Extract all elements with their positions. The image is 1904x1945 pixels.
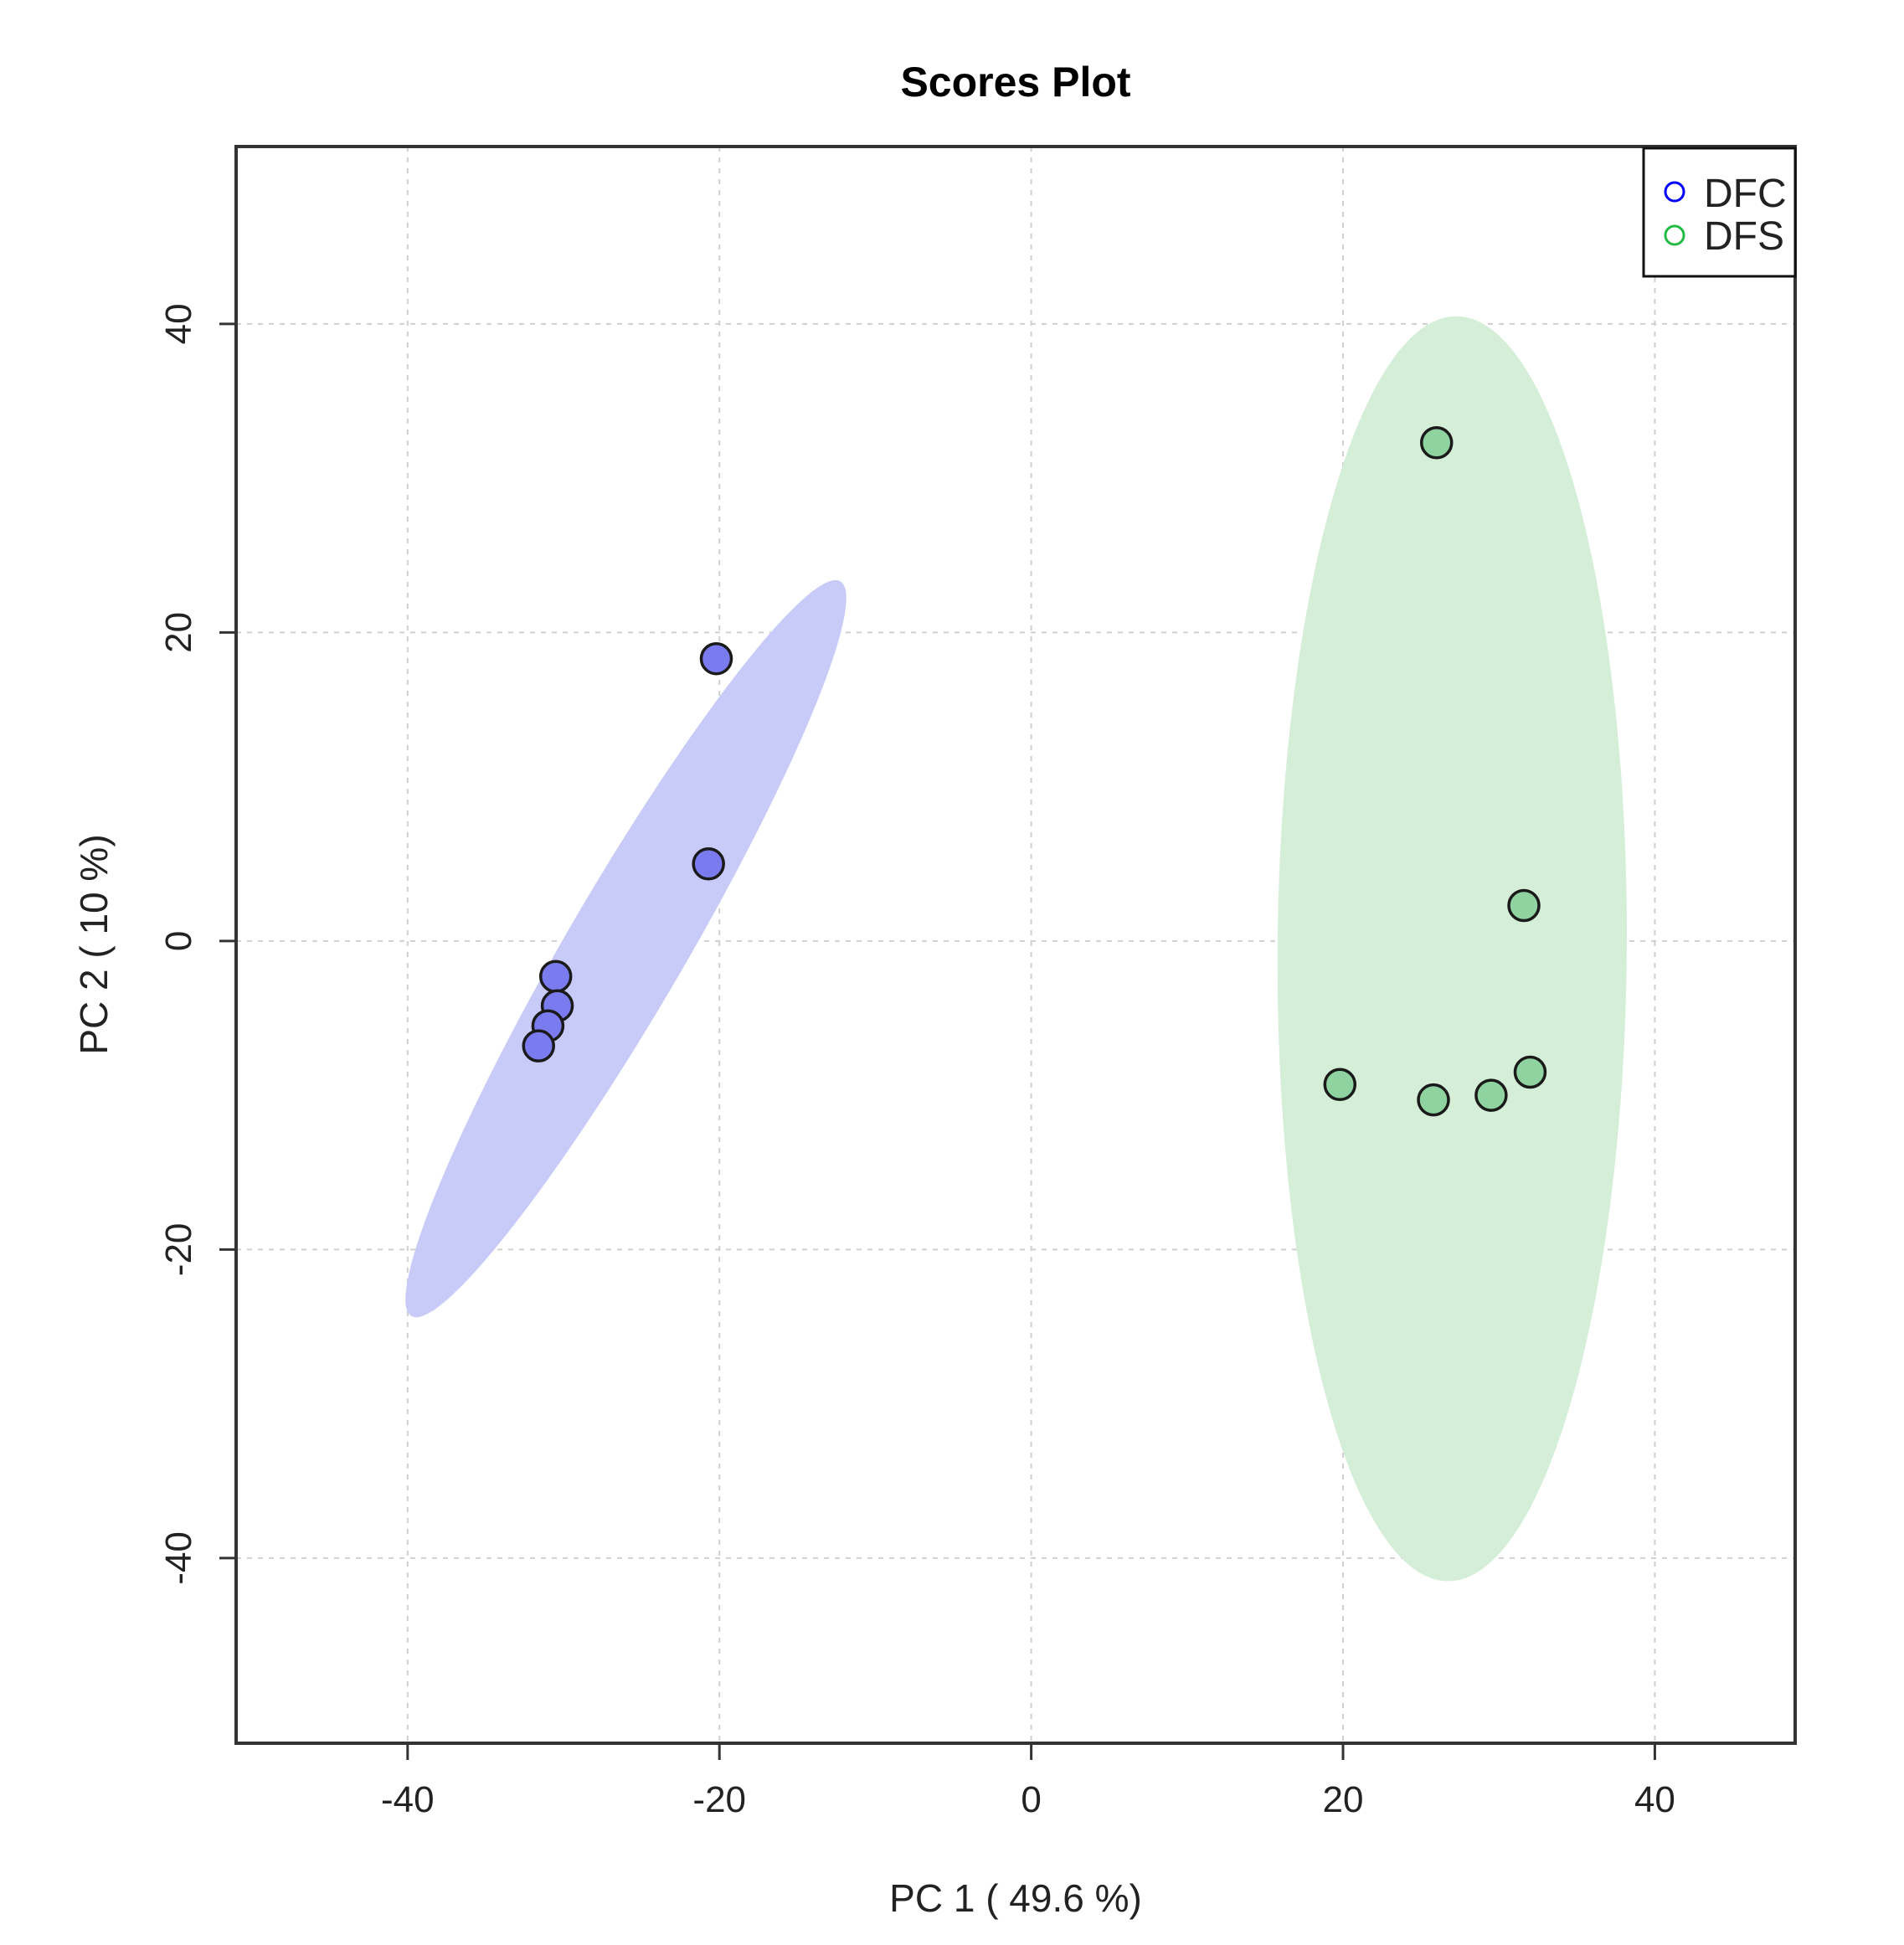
ellipse-dfs — [1277, 316, 1627, 1582]
chart-title: Scores Plot — [900, 59, 1130, 105]
point-dfs — [1513, 1055, 1547, 1089]
point-dfc — [699, 641, 733, 676]
ellipse-dfc — [405, 579, 847, 1318]
point-dfs — [1323, 1068, 1357, 1101]
point-dfc — [522, 1029, 555, 1063]
y-tick-label: 0 — [158, 931, 199, 951]
x-tick-label: -40 — [381, 1779, 435, 1820]
x-axis-label: PC 1 ( 49.6 %) — [889, 1876, 1142, 1920]
legend-label-dfs: DFS — [1704, 214, 1784, 259]
legend: DFC DFS — [1642, 147, 1797, 278]
point-dfs — [1507, 888, 1541, 923]
x-axis: -40 -20 0 20 40 — [381, 1742, 1675, 1820]
y-tick-label: 40 — [158, 303, 199, 344]
x-tick-label: -20 — [692, 1779, 746, 1820]
point-dfs — [1474, 1078, 1508, 1112]
y-tick-label: 20 — [158, 612, 199, 653]
point-dfs — [1419, 426, 1454, 460]
y-tick-label: -40 — [158, 1531, 199, 1585]
y-axis-label: PC 2 ( 10 %) — [72, 834, 116, 1054]
legend-marker-dfc — [1664, 181, 1685, 203]
x-tick-label: 20 — [1323, 1779, 1364, 1820]
score-points — [522, 426, 1547, 1117]
legend-label-dfc: DFC — [1704, 172, 1787, 216]
x-tick-label: 40 — [1634, 1779, 1675, 1820]
x-tick-label: 0 — [1021, 1779, 1041, 1820]
legend-box — [1642, 147, 1797, 278]
point-dfs — [1417, 1083, 1450, 1117]
confidence-ellipses — [405, 316, 1627, 1582]
y-axis: -40 -20 0 20 40 — [158, 303, 238, 1585]
legend-marker-dfs — [1664, 224, 1685, 246]
point-dfc — [538, 960, 573, 994]
y-tick-label: -20 — [158, 1223, 199, 1277]
point-dfc — [692, 847, 725, 881]
